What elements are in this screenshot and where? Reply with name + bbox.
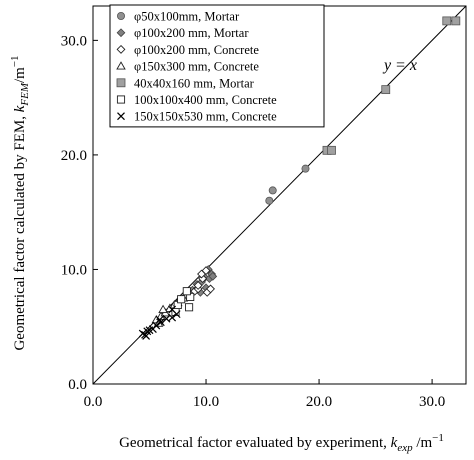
x-tick-label: 0.0 xyxy=(84,394,103,410)
data-point-series-4 xyxy=(327,145,336,155)
data-point-series-6 xyxy=(138,329,147,338)
legend-marker xyxy=(116,44,126,54)
data-point-series-0 xyxy=(301,164,310,173)
y-tick-label: 0.0 xyxy=(68,377,87,393)
data-point-series-0 xyxy=(265,196,274,205)
legend-entry-label: 100x100x400 mm, Concrete xyxy=(134,93,277,107)
legend: φ50x100mm, Mortar φ100x200 mm, Mortar φ100… xyxy=(109,4,325,128)
legend-box xyxy=(109,4,325,128)
x-axis-title-symbol: k xyxy=(391,435,398,451)
data-point-series-4 xyxy=(451,16,461,26)
data-point-series-4 xyxy=(381,85,391,95)
x-axis-title-unit: /m xyxy=(413,435,433,451)
x-axis-title-text: Geometrical factor evaluated by experime… xyxy=(119,435,391,451)
legend-entry-label: φ50x100mm, Mortar xyxy=(134,10,240,24)
data-point-series-5 xyxy=(177,295,186,304)
y-axis-title-text: Geometrical factor calculated by FEM, xyxy=(12,112,28,350)
legend-marker xyxy=(117,11,126,20)
data-point-series-1 xyxy=(208,271,218,281)
x-tick-label: 10.0 xyxy=(193,394,219,410)
data-point-series-3 xyxy=(158,304,168,313)
data-point-series-6 xyxy=(168,313,177,322)
x-axis-title-superscript: −1 xyxy=(432,432,444,444)
x-tick-label: 20.0 xyxy=(306,394,332,410)
data-points xyxy=(138,16,461,340)
data-point-series-5 xyxy=(185,303,194,312)
data-point-series-6 xyxy=(155,315,164,324)
data-point-series-6 xyxy=(143,327,152,336)
data-point-series-2 xyxy=(206,284,215,294)
data-point-series-2 xyxy=(201,266,211,276)
legend-entry-label: 40x40x160 mm, Mortar xyxy=(134,76,255,90)
y-axis-title-unit: /m xyxy=(12,67,28,83)
legend-entry-label: φ150x300 mm, Concrete xyxy=(134,60,259,74)
data-point-series-6 xyxy=(156,318,165,327)
axis-ticks: 0.0 10.0 20.0 30.0 0.0 10.0 20.0 30.0 xyxy=(61,33,445,410)
data-point-series-2 xyxy=(193,281,203,290)
legend-marker xyxy=(117,112,125,121)
legend-entry-label: φ100x200 mm, Mortar xyxy=(134,26,249,40)
y-axis-title-symbol: k xyxy=(12,105,28,112)
data-point-series-6 xyxy=(142,331,151,340)
y-tick-label: 30.0 xyxy=(61,33,87,49)
x-axis-title: Geometrical factor evaluated by experime… xyxy=(119,432,444,454)
y-tick-label: 20.0 xyxy=(61,148,87,164)
data-point-series-5 xyxy=(182,287,191,296)
identity-line-label: y = x xyxy=(382,57,417,74)
legend-entry-label: 150x150x530 mm, Concrete xyxy=(134,110,277,124)
legend-marker xyxy=(116,61,126,70)
data-point-series-0 xyxy=(268,186,277,195)
data-point-series-2 xyxy=(198,274,208,284)
legend-entry-label: φ100x200 mm, Concrete xyxy=(134,43,259,57)
legend-marker xyxy=(116,95,126,104)
data-point-series-4 xyxy=(442,16,452,26)
x-tick-label: 30.0 xyxy=(419,394,445,410)
data-point-series-6 xyxy=(168,305,177,314)
x-axis-title-subscript: exp xyxy=(397,442,413,454)
legend-marker xyxy=(116,28,126,38)
y-axis-title-superscript: −1 xyxy=(9,55,21,67)
y-axis-title-subscript: FEM xyxy=(19,82,31,106)
y-axis-title: Geometrical factor calculated by FEM, kF… xyxy=(9,55,31,350)
data-point-series-6 xyxy=(152,321,161,330)
y-tick-label: 10.0 xyxy=(61,262,87,278)
legend-marker xyxy=(116,78,126,88)
